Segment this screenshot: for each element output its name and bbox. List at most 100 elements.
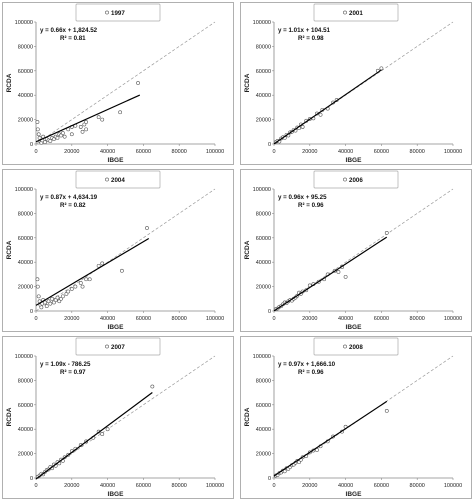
- data-point: [136, 81, 140, 85]
- legend: 2008: [313, 337, 399, 356]
- x-tick-label: 40000: [100, 483, 115, 489]
- x-tick-label: 0: [34, 316, 37, 322]
- x-tick-label: 100000: [444, 149, 462, 155]
- data-point: [48, 301, 53, 306]
- x-tick-label: 100000: [206, 316, 224, 322]
- x-tick-label: 20000: [302, 149, 317, 155]
- y-tick-label: 40000: [256, 260, 271, 266]
- y-tick-label: 60000: [18, 236, 33, 242]
- x-tick-label: 0: [272, 149, 275, 155]
- regression-line: [273, 69, 382, 145]
- data-point: [82, 122, 87, 127]
- regression-equation: y = 1.09x - 786.25: [40, 361, 91, 368]
- legend-marker: [343, 344, 347, 349]
- x-tick-label: 80000: [410, 149, 425, 155]
- x-tick-label: 0: [272, 316, 275, 322]
- legend-label: 2001: [349, 10, 363, 17]
- legend: 2004: [75, 170, 161, 189]
- data-point: [55, 135, 60, 140]
- r-squared-label: R² = 0.98: [298, 35, 324, 42]
- y-tick-label: 40000: [18, 260, 33, 266]
- data-point: [66, 289, 71, 294]
- y-axis-title: RCDA: [6, 240, 13, 259]
- data-point: [36, 294, 41, 299]
- chart-panel-2004: 0 20000 40000 60000 80000 100000 0 20000 40000 60…: [2, 169, 234, 332]
- y-tick-label: 20000: [18, 118, 33, 124]
- y-axis-title: RCDA: [244, 240, 251, 259]
- y-tick-label: 40000: [256, 427, 271, 433]
- x-tick-label: 40000: [338, 316, 353, 322]
- y-tick-label: 100000: [15, 187, 33, 193]
- data-point: [52, 137, 56, 142]
- y-tick-label: 80000: [18, 378, 33, 384]
- regression-line: [35, 94, 141, 143]
- r-squared-label: R² = 0.81: [60, 35, 86, 42]
- regression-line: [35, 237, 150, 306]
- data-point: [43, 140, 47, 145]
- y-axis-title: RCDA: [244, 407, 251, 426]
- x-tick-label: 80000: [410, 483, 425, 489]
- data-point: [282, 469, 287, 474]
- y-tick-label: 100000: [15, 20, 33, 26]
- r-squared-label: R² = 0.82: [60, 202, 86, 209]
- data-point: [100, 117, 105, 122]
- y-tick-label: 60000: [18, 403, 33, 409]
- regression-equation: y = 0.97x + 1,666.10: [278, 361, 336, 368]
- x-axis-title: IBGE: [346, 157, 363, 164]
- data-point: [105, 427, 110, 432]
- data-point: [43, 300, 47, 305]
- scatter-plot: 0 20000 40000 60000 80000 100000 0 20000 40000 60…: [6, 3, 224, 164]
- data-point: [100, 261, 105, 266]
- data-point: [80, 129, 85, 134]
- data-point: [150, 384, 155, 389]
- data-point: [37, 135, 42, 140]
- data-point: [53, 298, 58, 302]
- legend-label: 2007: [111, 344, 125, 351]
- data-point: [120, 268, 124, 273]
- y-tick-label: 20000: [256, 452, 271, 458]
- legend-label: 2008: [349, 344, 363, 351]
- chart-panel-1997: 0 20000 40000 60000 80000 100000 0 20000 40000 60…: [2, 2, 234, 165]
- x-tick-label: 100000: [444, 316, 462, 322]
- scatter-plot: 0 20000 40000 60000 80000 100000 0 20000 40000 60…: [244, 337, 462, 498]
- r-squared-label: R² = 0.97: [60, 369, 86, 376]
- data-point: [57, 299, 62, 304]
- y-tick-label: 100000: [253, 20, 271, 26]
- x-tick-label: 0: [34, 483, 37, 489]
- legend-box: [75, 337, 161, 356]
- legend-marker: [343, 177, 347, 182]
- legend-box: [313, 170, 399, 189]
- data-point: [343, 274, 348, 279]
- r-squared-label: R² = 0.96: [298, 202, 324, 209]
- x-tick-label: 40000: [338, 483, 353, 489]
- y-tick-label: 100000: [253, 187, 271, 193]
- legend-box: [75, 3, 161, 22]
- x-tick-label: 20000: [302, 483, 317, 489]
- r-squared-label: R² = 0.96: [298, 369, 324, 376]
- y-tick-label: 80000: [256, 211, 271, 217]
- x-tick-label: 60000: [136, 149, 151, 155]
- regression-line: [273, 400, 388, 477]
- data-point: [318, 112, 323, 117]
- data-point: [384, 231, 389, 235]
- scatter-plot: 0 20000 40000 60000 80000 100000 0 20000 40000 60…: [6, 337, 224, 498]
- legend-label: 1997: [111, 10, 125, 17]
- y-tick-label: 40000: [18, 93, 33, 99]
- x-tick-label: 0: [34, 149, 37, 155]
- regression-line: [273, 236, 388, 312]
- data-point: [379, 66, 384, 71]
- legend-box: [313, 3, 399, 22]
- legend-marker: [105, 10, 109, 15]
- regression-equation: y = 0.87x + 4,634.19: [40, 194, 98, 201]
- y-tick-label: 0: [30, 476, 33, 482]
- data-point: [73, 284, 78, 289]
- regression-equation: y = 1.01x + 104.51: [278, 27, 331, 34]
- legend: 1997: [75, 3, 161, 22]
- data-point: [39, 305, 44, 310]
- regression-equation: y = 0.96x + 95.25: [278, 194, 327, 201]
- x-tick-label: 60000: [136, 483, 151, 489]
- y-tick-label: 80000: [18, 44, 33, 50]
- data-point: [60, 131, 65, 135]
- y-tick-label: 20000: [256, 285, 271, 291]
- legend-label: 2004: [111, 177, 125, 184]
